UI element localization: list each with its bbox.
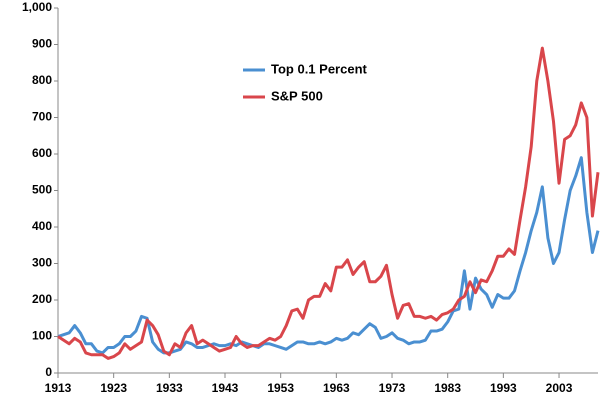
series-line [57,46,600,360]
y-tick-label: 300 [32,256,52,270]
y-tick-label: 600 [32,146,52,160]
y-tick-label: 100 [32,329,52,343]
x-tick-label: 1993 [490,381,517,395]
series-line [57,156,600,355]
y-tick-label: 500 [32,183,52,197]
y-tick-label: 700 [32,110,52,124]
x-tick-label: 1933 [156,381,183,395]
x-tick-label: 1983 [434,381,461,395]
y-tick-label: 900 [32,37,52,51]
x-tick-label: 1943 [212,381,239,395]
legend-label: Top 0.1 Percent [271,61,368,76]
x-tick-label: 1973 [379,381,406,395]
legend-label: S&P 500 [271,88,323,103]
x-tick-label: 1963 [323,381,350,395]
y-tick-label: 200 [32,292,52,306]
x-tick-label: 1923 [100,381,127,395]
x-tick-label: 2003 [546,381,573,395]
y-tick-label: 400 [32,219,52,233]
y-tick-label: 800 [32,73,52,87]
x-tick-label: 1953 [267,381,294,395]
y-tick-label: 0 [45,365,52,379]
x-tick-label: 1913 [45,381,72,395]
y-tick-label: 1,000 [22,0,52,14]
